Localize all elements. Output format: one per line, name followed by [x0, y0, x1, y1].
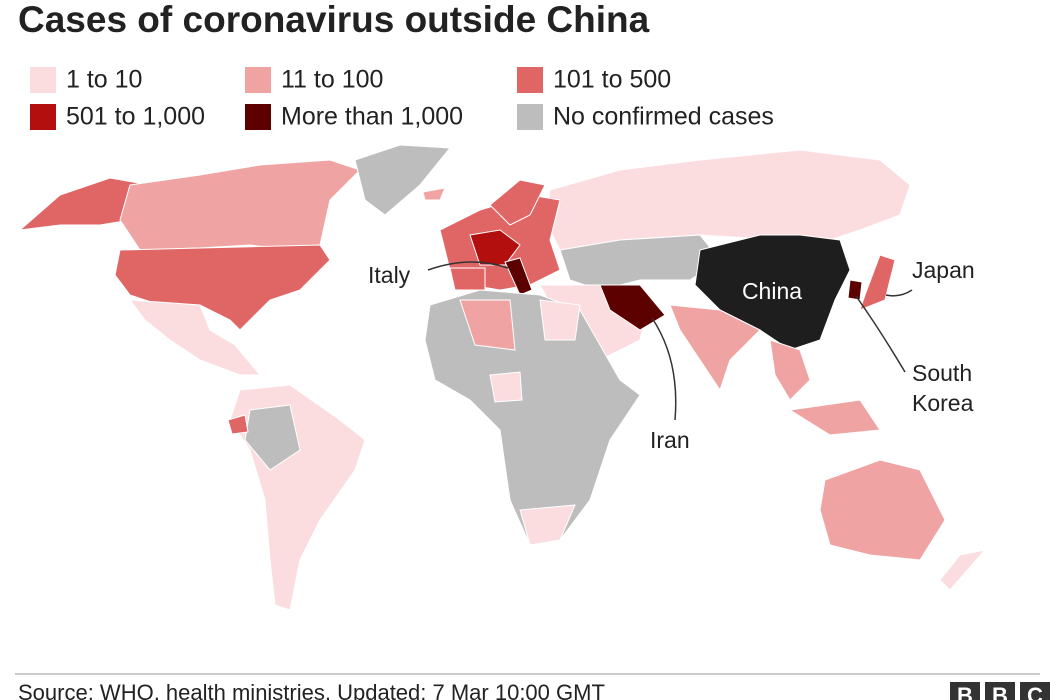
legend-label: 501 to 1,000 [66, 103, 205, 131]
legend-label: More than 1,000 [281, 103, 463, 131]
annotation-label: Korea [912, 390, 974, 416]
central-asia [559, 234, 721, 291]
australia [819, 459, 946, 561]
leader-line [855, 295, 906, 373]
logo-block [1020, 682, 1050, 700]
logo-block [985, 682, 1015, 700]
world-map [18, 144, 987, 611]
annotation-label: China [742, 278, 802, 304]
annotation-label: Italy [368, 262, 411, 288]
indonesia [788, 399, 881, 436]
scandinavia [489, 179, 546, 226]
leader-line [651, 317, 677, 421]
legend-swatch [245, 104, 271, 130]
russia [544, 149, 911, 251]
logo-block [950, 682, 980, 700]
nigeria [489, 371, 523, 403]
annotation-label: South [912, 360, 972, 386]
annotation-label: Iran [650, 427, 690, 453]
india [669, 304, 761, 392]
leader-line [427, 261, 509, 271]
spain [449, 267, 486, 291]
legend-swatch [517, 67, 543, 93]
canada [119, 159, 361, 251]
logo-letter: B [957, 683, 973, 700]
source: Source: WHO, health ministries. Updated:… [18, 680, 605, 700]
legend-swatch [30, 104, 56, 130]
italy [504, 257, 533, 296]
annotation-label: Japan [912, 257, 975, 283]
iceland [422, 187, 446, 201]
title: Cases of coronavirus outside China [18, 0, 650, 40]
greenland [354, 144, 452, 216]
legend-label: 101 to 500 [553, 66, 671, 94]
usa [114, 244, 331, 331]
legend-label: No confirmed cases [553, 103, 774, 131]
legend-swatch [517, 104, 543, 130]
legend-label: 1 to 10 [66, 66, 142, 94]
ecuador [227, 414, 249, 435]
south-east-asia [769, 339, 811, 401]
logo-letter: C [1027, 683, 1043, 700]
china [694, 234, 851, 351]
south-america-grey [244, 404, 301, 471]
algeria [459, 299, 516, 351]
new-zealand [939, 549, 987, 591]
bbc-logo: B B C [950, 682, 1050, 700]
legend-swatch [245, 67, 271, 93]
legend-swatch [30, 67, 56, 93]
legend: 1 to 10 11 to 100 101 to 500 501 to 1,00… [30, 66, 774, 131]
leader-line [885, 289, 913, 297]
iran [599, 284, 666, 331]
mexico [128, 299, 262, 376]
france-germany [469, 229, 521, 266]
egypt [539, 299, 581, 341]
south-korea [847, 279, 863, 301]
annotations [427, 261, 913, 421]
south-africa [519, 504, 576, 546]
logo-letter: B [992, 683, 1008, 700]
legend-label: 11 to 100 [281, 66, 383, 94]
japan [859, 254, 896, 311]
